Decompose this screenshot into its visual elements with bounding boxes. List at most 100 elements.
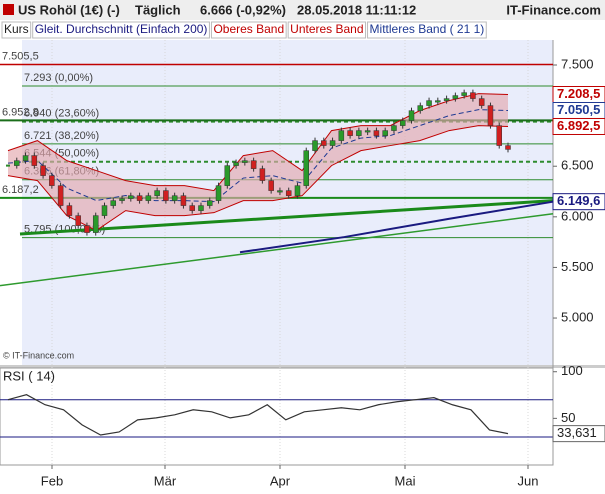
- candle: [329, 140, 336, 146]
- candle: [49, 175, 55, 186]
- price-label-box: [552, 193, 605, 211]
- price-label: 7.050,5: [557, 102, 600, 117]
- title: US Rohöl (1€) (-): [18, 2, 120, 17]
- value-label-box: [552, 425, 605, 443]
- candle: [347, 130, 353, 136]
- candle: [364, 130, 371, 133]
- candle: [478, 98, 485, 106]
- candle: [75, 215, 81, 226]
- rsi-line: [7, 394, 509, 436]
- y-tick-label: 7.500: [561, 56, 594, 71]
- candle: [277, 190, 283, 193]
- price-label: 7.208,5: [557, 86, 600, 101]
- candle: [233, 162, 239, 166]
- legend-entry: Gleit. Durchschnitt (Einfach 200): [35, 22, 208, 36]
- legend-box: [210, 21, 287, 39]
- trend-line: [0, 213, 554, 287]
- candle: [31, 155, 38, 166]
- candle: [163, 190, 169, 201]
- brand: IT-Finance.com: [506, 2, 601, 17]
- candle: [338, 130, 345, 141]
- candle: [110, 200, 117, 206]
- candle: [487, 105, 494, 126]
- candle: [242, 160, 248, 163]
- candle: [268, 180, 274, 191]
- y-tick-label: 6.000: [561, 208, 594, 223]
- candle: [154, 190, 160, 196]
- series-line: [7, 93, 509, 192]
- candle: [259, 168, 266, 181]
- candle: [452, 95, 459, 99]
- candle: [198, 205, 204, 211]
- candle: [207, 200, 213, 206]
- candle: [373, 130, 380, 136]
- candle: [119, 198, 125, 201]
- series-line: [7, 109, 509, 203]
- fib-label: 6.940 (23,60%): [24, 108, 99, 120]
- candle: [303, 150, 309, 186]
- y-tick-label: 100: [561, 363, 583, 378]
- candle: [215, 185, 222, 201]
- candle: [391, 125, 397, 131]
- candle: [505, 145, 511, 150]
- candle: [84, 225, 90, 233]
- rsi-title: RSI ( 14): [3, 368, 55, 383]
- candle: [101, 205, 108, 216]
- candle: [6, 164, 10, 167]
- x-tick-label: Mai: [395, 473, 416, 488]
- x-tick-label: Apr: [270, 473, 291, 488]
- candle: [356, 130, 362, 136]
- x-tick-label: Mär: [154, 473, 177, 488]
- rsi-area: [0, 367, 554, 466]
- candle: [40, 165, 46, 176]
- candle: [189, 205, 195, 211]
- price-label: 6.149,6: [557, 193, 600, 208]
- candle: [128, 195, 134, 199]
- candle: [417, 105, 424, 111]
- candle: [250, 160, 257, 169]
- candle: [145, 195, 152, 201]
- candle: [66, 205, 73, 216]
- candle: [136, 195, 143, 201]
- candle: [408, 110, 415, 121]
- candle: [92, 215, 99, 233]
- series-line: [7, 125, 509, 232]
- timestamp: 28.05.2018 11:11:12: [297, 2, 416, 17]
- candle: [461, 92, 467, 96]
- candle: [180, 195, 187, 206]
- level-label: 6.187,2: [2, 184, 39, 196]
- candle: [321, 140, 327, 146]
- candle: [312, 140, 318, 151]
- candle: [22, 155, 29, 161]
- legend-entry: Mittleres Band ( 21 1): [370, 22, 485, 36]
- candle: [426, 100, 432, 106]
- interval: Täglich: [135, 2, 181, 17]
- candle: [435, 100, 441, 103]
- quote: 6.666 (-0,92%): [200, 2, 286, 17]
- legend-box: [287, 21, 367, 39]
- candle: [470, 92, 476, 99]
- legend-box: [367, 21, 487, 39]
- level-label: 6.952,8: [2, 106, 39, 118]
- series-line: [239, 200, 554, 254]
- x-tick-label: Jun: [518, 473, 539, 488]
- level-label: 7.505,5: [2, 50, 39, 62]
- candle: [285, 190, 292, 196]
- candle: [57, 185, 64, 206]
- legend-entry: Kurs: [4, 22, 29, 36]
- legend-box: [32, 21, 210, 39]
- fib-label: 6.721 (38,20%): [24, 130, 99, 142]
- legend-entry: Oberes Band: [213, 22, 284, 36]
- trend-line: [19, 199, 554, 236]
- legend-entry: Unteres Band: [290, 22, 363, 36]
- candle: [399, 120, 406, 126]
- candle: [294, 185, 301, 196]
- candle: [14, 160, 20, 166]
- note: © IT-Finance.com: [3, 350, 74, 360]
- price-label: 6.892,5: [557, 118, 600, 133]
- menu-icon[interactable]: [3, 4, 14, 15]
- fib-label: 7.293 (0,00%): [24, 72, 93, 84]
- x-tick-label: Feb: [41, 473, 63, 488]
- value-label: 33,631: [557, 425, 597, 440]
- legend-box: [1, 21, 32, 39]
